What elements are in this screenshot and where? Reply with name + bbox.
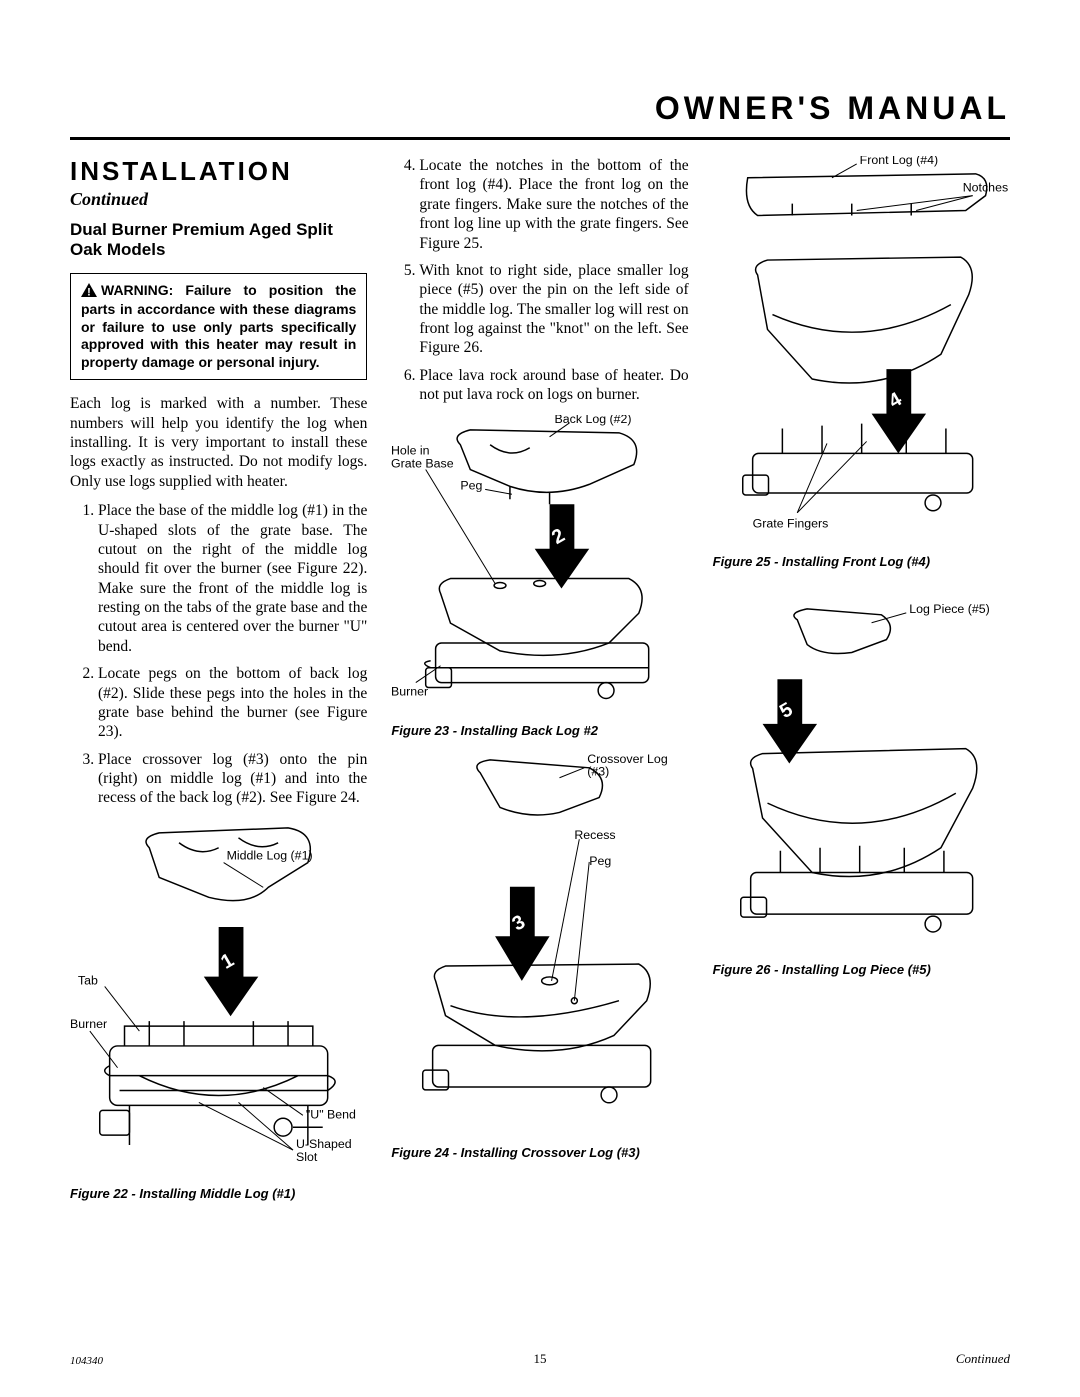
column-1: INSTALLATION Continued Dual Burner Premi… (70, 156, 367, 1209)
fig22-label-burner: Burner (70, 1017, 107, 1031)
figure-22-caption: Figure 22 - Installing Middle Log (#1) (70, 1186, 367, 1201)
fig25-label-fingers: Grate Fingers (752, 517, 828, 531)
document-header: OWNER'S MANUAL (70, 90, 1010, 140)
intro-paragraph: Each log is marked with a number. These … (70, 394, 367, 491)
fig24-label-recess: Recess (575, 828, 616, 842)
subsection-title: Dual Burner Premium Aged Split Oak Model… (70, 220, 367, 261)
fig26-label-piece: Log Piece (#5) (909, 601, 990, 615)
figure-25: 4 Front Log (#4) Notches Gra (713, 156, 1010, 569)
figure-22-diagram: 1 (70, 818, 367, 1175)
figure-23: 2 (391, 415, 688, 738)
column-3: 4 Front Log (#4) Notches Gra (713, 156, 1010, 1209)
figure-24: 3 Crossover Log(#3) (391, 748, 688, 1161)
fig23-label-back: Back Log (#2) (555, 415, 632, 426)
step-2: Locate pegs on the bottom of back log (#… (98, 664, 367, 742)
section-title: INSTALLATION (70, 156, 367, 187)
figure-26-diagram: 5 Log Piece (#5) (713, 595, 1010, 952)
step-6: Place lava rock around base of heater. D… (419, 366, 688, 405)
fig23-label-burner: Burner (391, 684, 428, 698)
fig25-label-notches: Notches (962, 181, 1007, 195)
svg-text:U-ShapedSlot: U-ShapedSlot (296, 1137, 352, 1164)
figure-23-caption: Figure 23 - Installing Back Log #2 (391, 723, 688, 738)
figure-26-caption: Figure 26 - Installing Log Piece (#5) (713, 962, 1010, 977)
footer-page-number: 15 (534, 1351, 547, 1367)
step-5: With knot to right side, place smaller l… (419, 261, 688, 358)
step-4: Locate the notches in the bottom of the … (419, 156, 688, 253)
warning-triangle-icon: ! (81, 283, 97, 302)
figure-24-diagram: 3 Crossover Log(#3) (391, 748, 688, 1135)
continued-label: Continued (70, 189, 367, 210)
content-columns: INSTALLATION Continued Dual Burner Premi… (70, 156, 1010, 1209)
fig22-label-ubend: "U" Bend (306, 1107, 356, 1121)
figure-25-diagram: 4 Front Log (#4) Notches Gra (713, 156, 1010, 543)
step-1: Place the base of the middle log (#1) in… (98, 501, 367, 656)
fig22-label-middle: Middle Log (#1) (227, 848, 313, 862)
fig24-label-peg: Peg (590, 854, 612, 868)
footer-continued: Continued (956, 1351, 1010, 1367)
steps-list-col1: Place the base of the middle log (#1) in… (70, 501, 367, 808)
fig25-label-front: Front Log (#4) (859, 156, 937, 167)
warning-text: WARNING: Failure to position the parts i… (81, 282, 356, 370)
figure-25-caption: Figure 25 - Installing Front Log (#4) (713, 554, 1010, 569)
fig22-label-tab: Tab (78, 973, 98, 987)
figure-26: 5 Log Piece (#5) Figure 26 - Installing … (713, 595, 1010, 978)
steps-list-col2: Locate the notches in the bottom of the … (391, 156, 688, 405)
page-footer: 104340 15 Continued (70, 1351, 1010, 1367)
warning-box: ! WARNING: Failure to position the parts… (70, 273, 367, 381)
fig23-label-peg: Peg (461, 478, 483, 492)
figure-22: 1 (70, 818, 367, 1201)
figure-24-caption: Figure 24 - Installing Crossover Log (#3… (391, 1145, 688, 1160)
svg-text:!: ! (87, 286, 91, 297)
footer-docid: 104340 (70, 1355, 103, 1367)
figure-23-diagram: 2 (391, 415, 688, 712)
svg-text:Hole inGrate Base: Hole inGrate Base (391, 443, 454, 470)
step-3: Place crossover log (#3) onto the pin (r… (98, 750, 367, 808)
column-2: Locate the notches in the bottom of the … (391, 156, 688, 1209)
svg-text:Crossover Log(#3): Crossover Log(#3) (588, 752, 669, 779)
